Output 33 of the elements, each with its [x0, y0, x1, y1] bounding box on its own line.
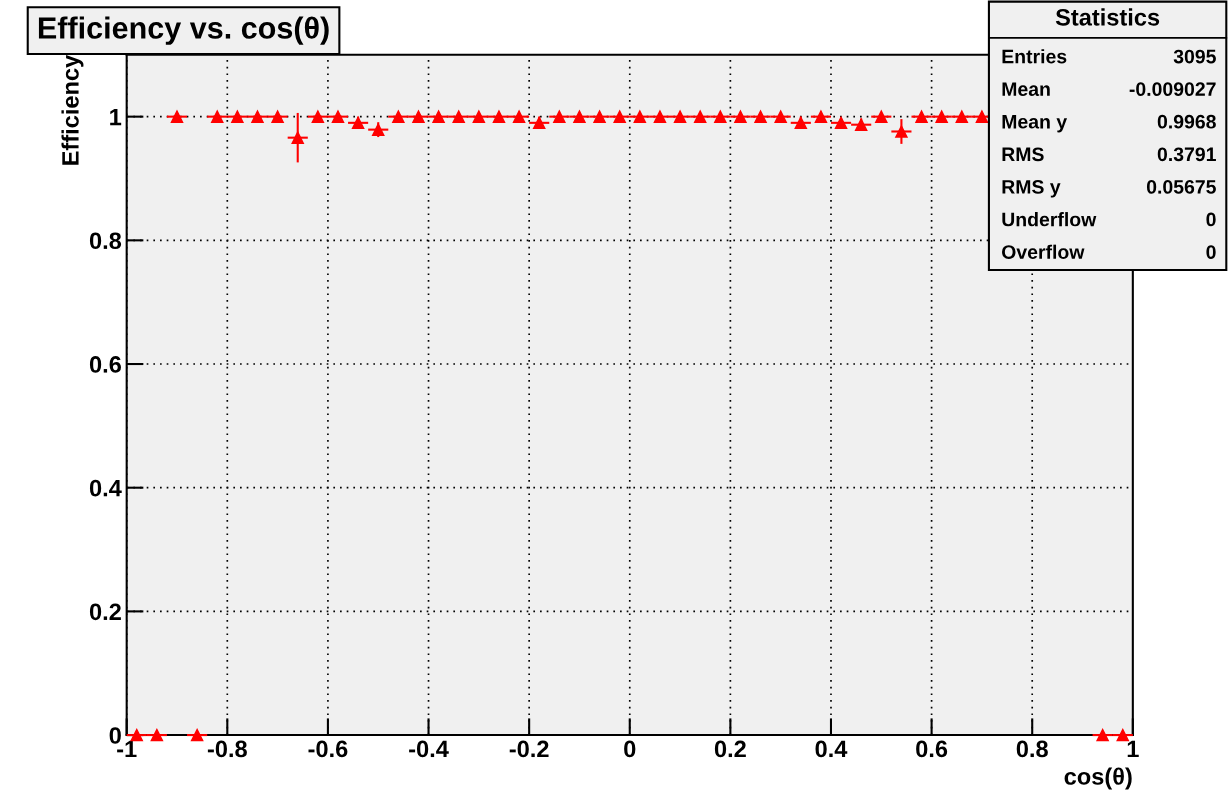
text: 0.3791 — [1157, 147, 1216, 162]
annotation: Mean — [1002, 82, 1050, 97]
text: 0.05675 — [1146, 180, 1216, 194]
annotation: Entries — [1002, 49, 1067, 64]
text: 3095 — [1173, 49, 1216, 64]
y-axis-title: Efficiency — [61, 54, 84, 165]
x-tick-label: 0 — [624, 740, 636, 758]
y-tick-label: 0.4 — [89, 479, 122, 497]
x-axis-title: cos(θ) — [1064, 767, 1132, 790]
x-tick-label: 0.4 — [815, 740, 848, 758]
annotation: RMS y — [1002, 180, 1061, 198]
annotation: Mean y — [1002, 115, 1068, 133]
annotation: -0.009027 — [1129, 82, 1216, 97]
x-tick-label: -0.8 — [207, 740, 247, 758]
y-tick-label: 0.2 — [89, 603, 121, 621]
text: 0.9968 — [1157, 114, 1216, 129]
x-tick-label: 0.6 — [916, 740, 948, 758]
text: 0 — [1206, 212, 1216, 227]
x-tick-label: -0.2 — [509, 740, 549, 758]
y-tick-label: 0.6 — [89, 356, 121, 373]
text: Statistics — [1055, 8, 1160, 26]
annotation: RMS — [1002, 147, 1044, 162]
annotation: Overflow — [1002, 244, 1085, 259]
x-tick-label: -0.6 — [308, 740, 348, 758]
annotation: Underflow — [1002, 212, 1097, 227]
text: 0 — [1206, 245, 1216, 259]
x-tick-label: 0.8 — [1016, 740, 1048, 758]
x-tick-label: 1 — [1127, 740, 1139, 758]
chart-title: Efficiency vs. cos(θ) — [38, 16, 329, 45]
x-tick-label: -0.4 — [409, 740, 449, 758]
y-tick-label: 1 — [110, 108, 122, 126]
y-tick-label: 0.8 — [89, 232, 122, 250]
x-tick-label: 0.2 — [714, 740, 746, 758]
